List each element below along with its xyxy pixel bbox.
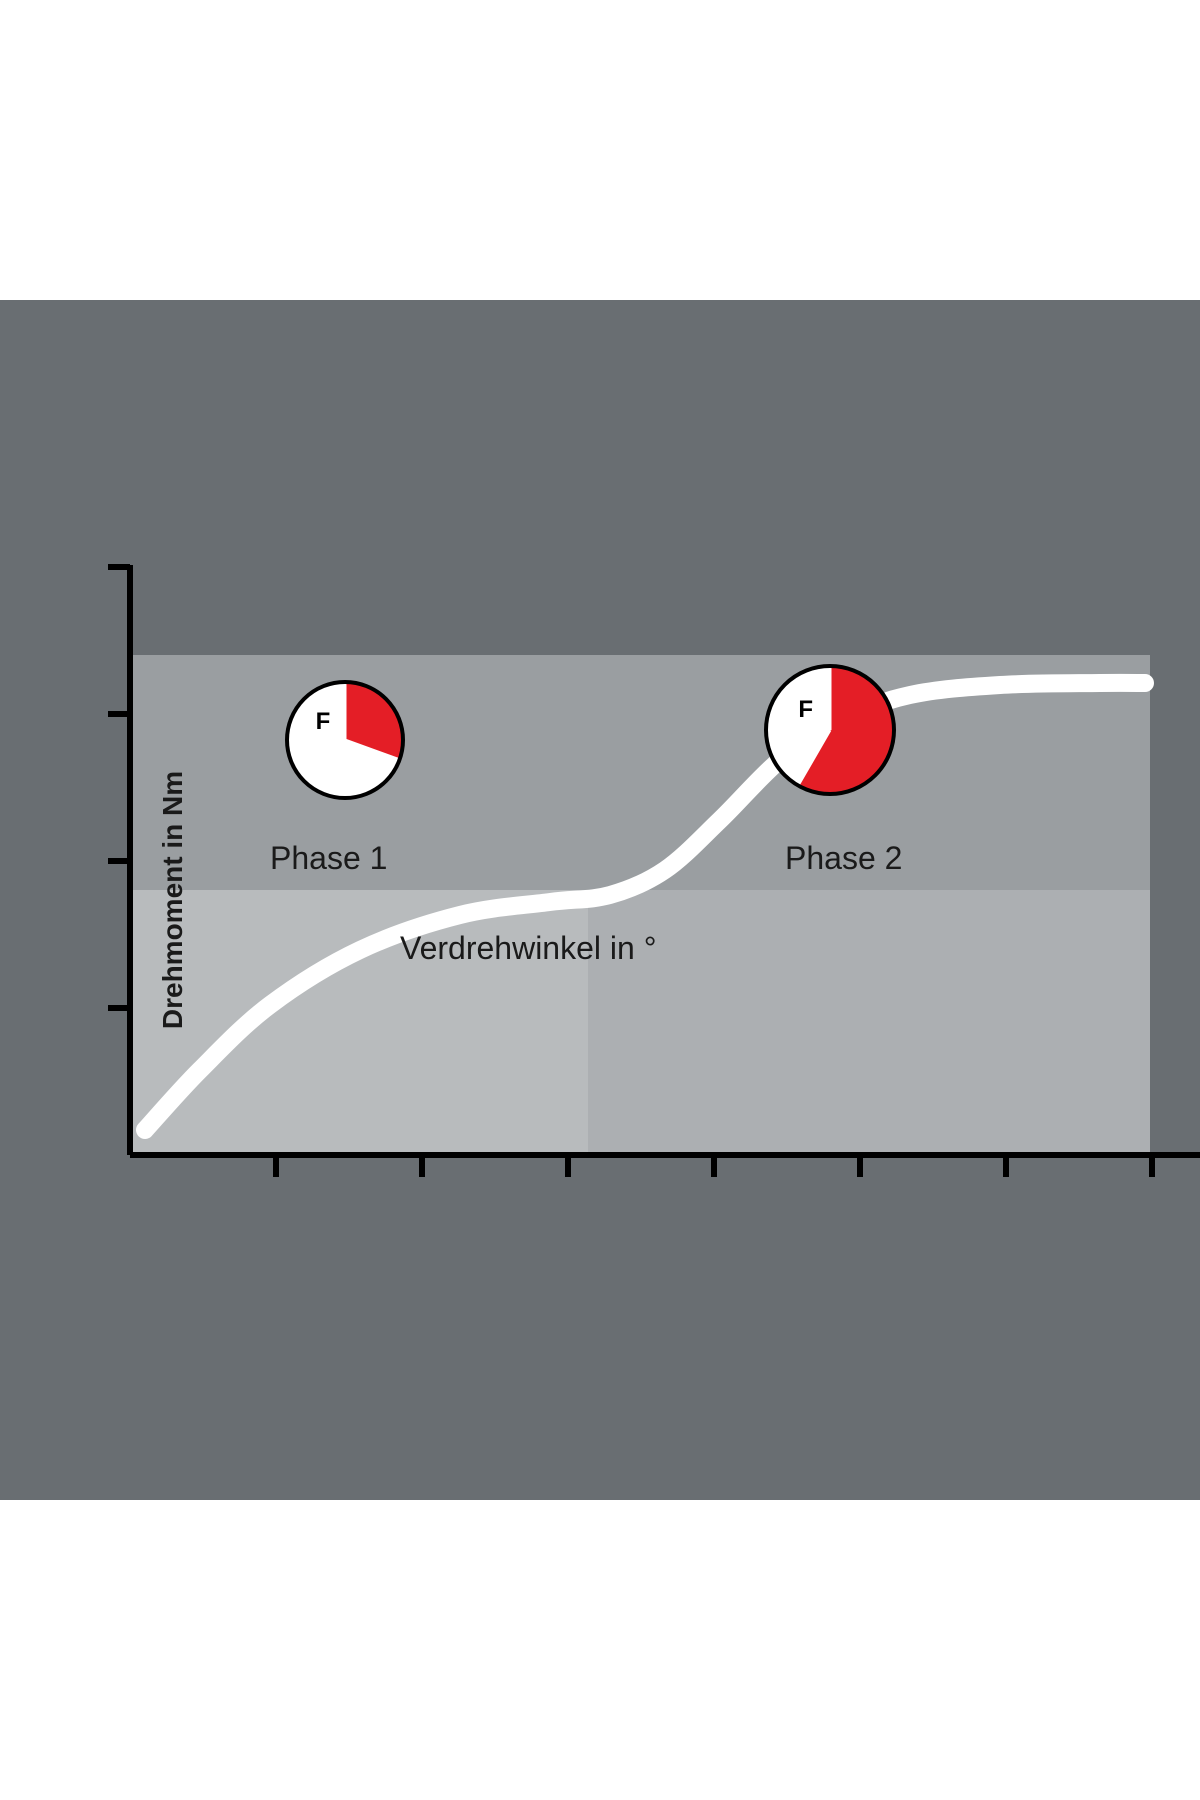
phase1-label: Phase 1	[270, 840, 387, 877]
torque-angle-chart: F F Drehmoment in Nm Phase 1 Phase 2 Ver…	[0, 300, 1200, 1500]
y-axis-label: Drehmoment in Nm	[157, 771, 189, 1029]
phase2-label: Phase 2	[785, 840, 902, 877]
phase2-force-indicator: F	[766, 666, 894, 794]
phase1-force-indicator: F	[287, 682, 403, 798]
svg-text:F: F	[316, 708, 331, 735]
svg-text:F: F	[798, 696, 813, 723]
x-axis-label: Verdrehwinkel in °	[400, 930, 656, 967]
